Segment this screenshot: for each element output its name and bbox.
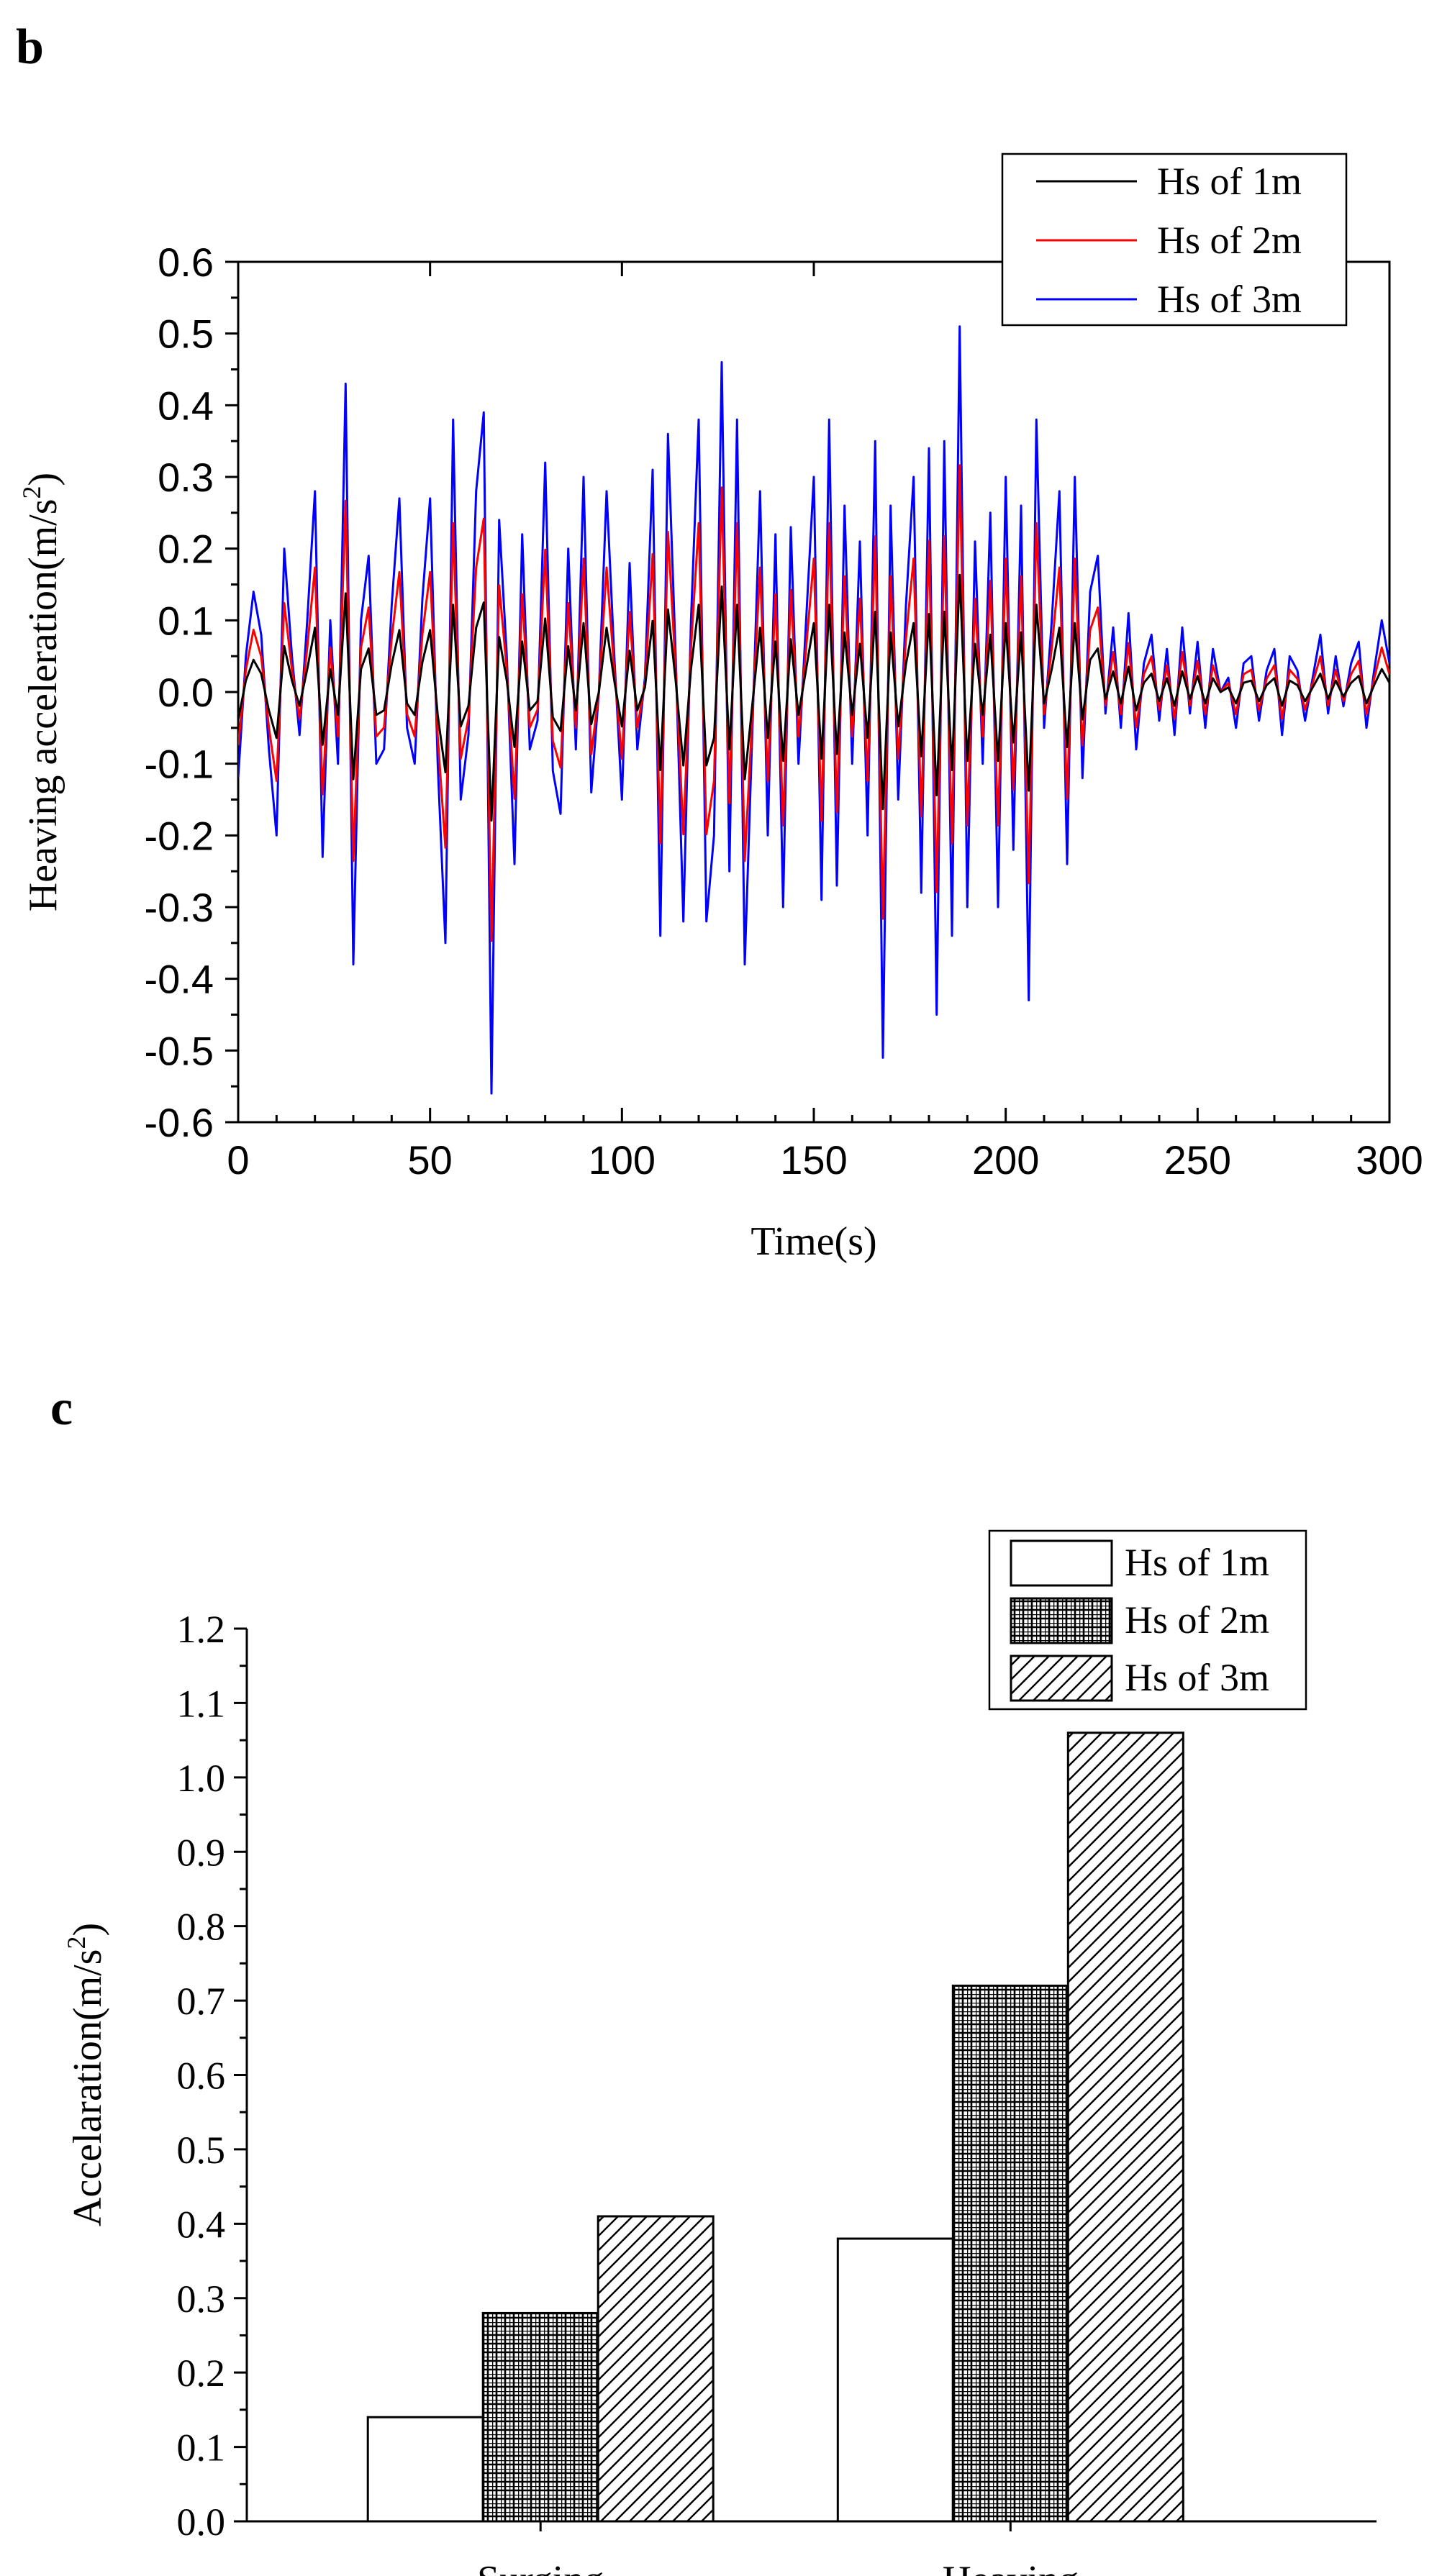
series-line-hs3 — [238, 325, 1389, 1095]
chart-c-x-tick-label: Heaving — [942, 2558, 1079, 2576]
chart-b-x-tick-label: 0 — [227, 1137, 249, 1183]
chart-b-y-tick-label: -0.1 — [145, 742, 214, 787]
legend-label-c-hs3: Hs of 3m — [1125, 1656, 1269, 1699]
chart-c-bars — [366, 1731, 1184, 2523]
chart-b-x-tick-label: 100 — [589, 1137, 656, 1183]
legend-label-c-hs1: Hs of 1m — [1125, 1541, 1269, 1584]
series-line-hs2 — [238, 464, 1389, 942]
chart-c-legend: Hs of 1m Hs of 2m Hs of 3m — [988, 1529, 1307, 1711]
chart-c-y-tick-label: 0.5 — [177, 2129, 226, 2172]
chart-b-y-tick-label: 0.3 — [158, 455, 214, 500]
chart-c-y-axis-label: Accelaration(m/s2) — [62, 1923, 110, 2226]
chart-c-x-axis: Surging Heaving — [477, 2521, 1079, 2576]
legend-entry-c-hs1: Hs of 1m — [1010, 1539, 1269, 1587]
chart-c-y-tick-label: 0.8 — [177, 1906, 226, 1949]
chart-c-x-tick-label: Surging — [477, 2558, 604, 2576]
chart-c-y-tick-label: 0.3 — [177, 2277, 226, 2321]
bar-surging-hs3 — [597, 2215, 715, 2523]
chart-b-y-tick-label: -0.5 — [145, 1028, 214, 1073]
chart-b-x-tick-label: 50 — [408, 1137, 453, 1183]
legend-label-c-hs2: Hs of 2m — [1125, 1598, 1269, 1642]
chart-b-x-tick-label: 250 — [1164, 1137, 1231, 1183]
chart-b-y-tick-label: 0.4 — [158, 383, 214, 428]
chart-c-y-tick-label: 0.2 — [177, 2352, 226, 2395]
legend-swatch-c-hs1 — [1010, 1539, 1113, 1587]
legend-label-hs3: Hs of 3m — [1157, 278, 1302, 321]
chart-b-y-tick-label: -0.2 — [145, 813, 214, 858]
chart-b-heaving-acceleration: -0.6 -0.5 -0.4 -0.3 -0.2 -0.1 0.0 0.1 0.2 0.3 0.4 0… — [17, 153, 1423, 1264]
chart-b-y-tick-label: 0.0 — [158, 670, 214, 715]
chart-c-y-tick-label: 0.0 — [177, 2500, 226, 2544]
chart-c-y-tick-label: 0.6 — [177, 2054, 226, 2098]
chart-c-accelaration-bars: 0.00.10.20.30.40.50.60.70.80.91.01.11.2 … — [62, 1529, 1377, 2576]
panel-label-c: c — [50, 1380, 73, 1436]
chart-b-frame — [237, 260, 1391, 1124]
chart-c-y-tick-label: 0.7 — [177, 1980, 226, 2023]
bar-heaving-hs3 — [1066, 1731, 1184, 2523]
chart-b-x-tick-label: 300 — [1356, 1137, 1423, 1183]
chart-b-x-tick-label: 200 — [972, 1137, 1039, 1183]
chart-c-y-tick-label: 1.0 — [177, 1757, 226, 1800]
chart-b-y-tick-label: 0.2 — [158, 527, 214, 572]
chart-b-y-tick-label: 0.6 — [158, 240, 214, 285]
bar-heaving-hs1 — [836, 2237, 954, 2523]
chart-b-y-tick-label: -0.6 — [145, 1100, 214, 1145]
chart-b-series — [238, 325, 1389, 1095]
legend-entry-c-hs2: Hs of 2m — [1010, 1597, 1269, 1644]
chart-b-y-tick-label: 0.5 — [158, 311, 214, 357]
chart-b-y-tick-label: -0.3 — [145, 885, 214, 930]
legend-entry-hs1: Hs of 1m — [1036, 160, 1302, 203]
legend-label-hs2: Hs of 2m — [1157, 219, 1302, 262]
chart-b-y-axis-label: Heaving acceleration(m/s2) — [17, 473, 65, 911]
chart-c-y-tick-label: 0.9 — [177, 1831, 226, 1874]
chart-c-y-tick-label: 1.1 — [177, 1682, 226, 1725]
chart-b-x-axis-label: Time(s) — [751, 1219, 876, 1264]
bar-surging-hs2 — [481, 2311, 599, 2523]
legend-entry-c-hs3: Hs of 3m — [1010, 1655, 1269, 1702]
chart-c-y-tick-label: 0.1 — [177, 2426, 226, 2470]
chart-b-legend: Hs of 1m Hs of 2m Hs of 3m — [1001, 153, 1348, 327]
legend-swatch-c-hs2 — [1010, 1597, 1113, 1644]
legend-swatch-c-hs3 — [1010, 1655, 1113, 1702]
bar-heaving-hs2 — [951, 1984, 1069, 2523]
legend-entry-hs3: Hs of 3m — [1036, 278, 1302, 321]
chart-b-y-axis: -0.6 -0.5 -0.4 -0.3 -0.2 -0.1 0.0 0.1 0.2 0.3 0.4 0… — [145, 240, 238, 1145]
bar-surging-hs1 — [366, 2416, 484, 2523]
chart-b-y-tick-label: -0.4 — [145, 957, 214, 1002]
chart-b-x-axis: 0 50 100 150 200 250 300 — [227, 262, 1423, 1183]
chart-c-y-axis: 0.0 0.1 0.2 0.3 0.4 0.5 0.6 0.7 0.8 0.9 1.0 1.1 1.2 — [177, 1608, 247, 2544]
chart-b-y-tick-label: 0.1 — [158, 598, 214, 643]
series-line-hs1 — [238, 573, 1389, 822]
legend-entry-hs2: Hs of 2m — [1036, 219, 1302, 262]
chart-c-y-tick-label: 0.4 — [177, 2203, 226, 2246]
panel-label-b: b — [16, 19, 44, 75]
chart-c-y-tick-label: 1.2 — [177, 1608, 226, 1651]
chart-b-x-tick-label: 150 — [780, 1137, 847, 1183]
legend-label-hs1: Hs of 1m — [1157, 160, 1302, 203]
